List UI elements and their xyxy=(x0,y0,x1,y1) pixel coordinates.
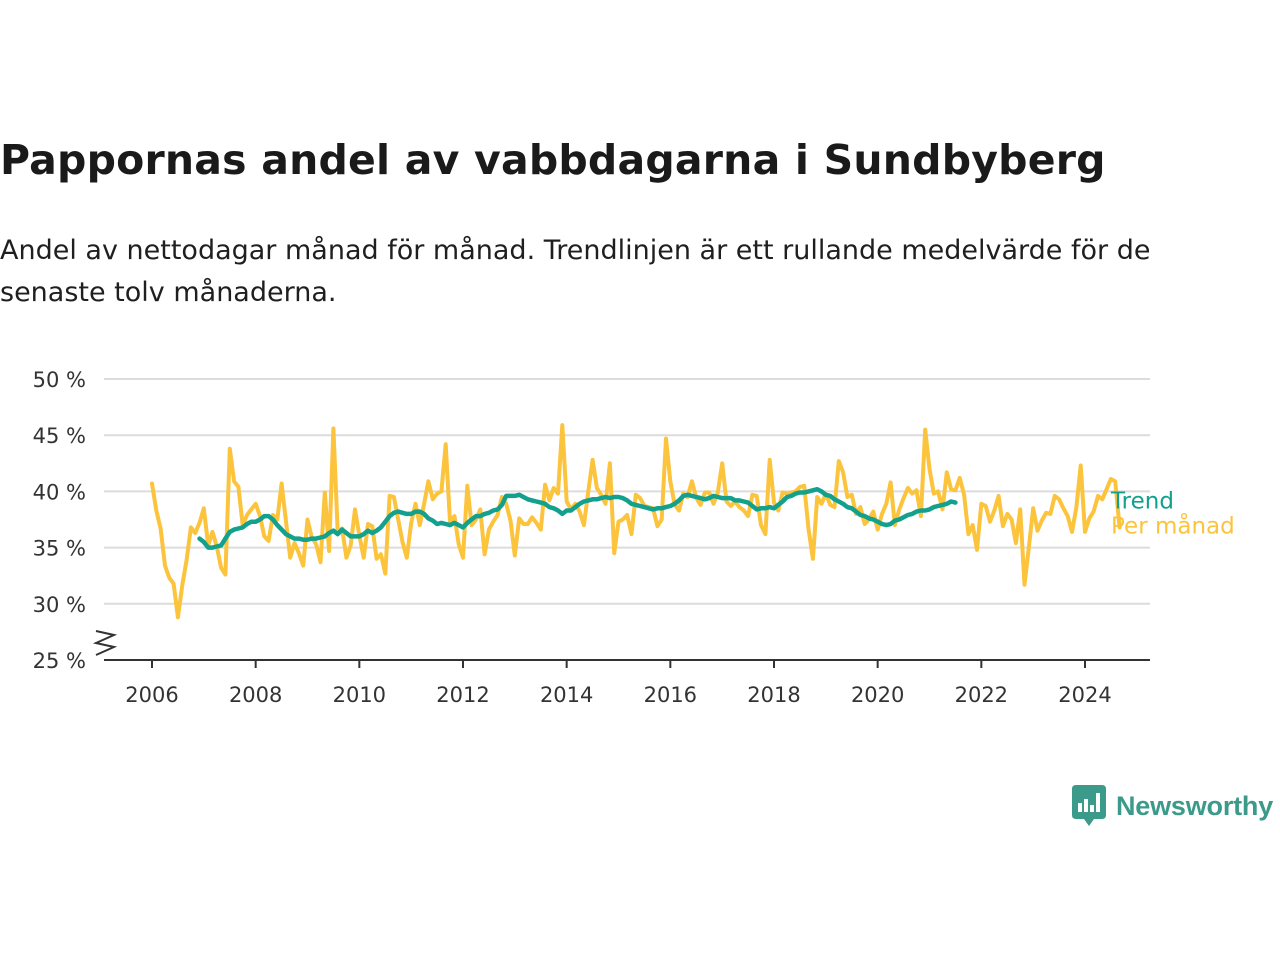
y-tick-label: 30 % xyxy=(33,593,86,617)
gridlines xyxy=(104,378,1150,605)
x-tick-label: 2008 xyxy=(229,683,282,707)
y-tick-label: 50 % xyxy=(33,368,86,392)
legend-label-trend: Trend xyxy=(1110,489,1174,515)
newsworthy-logo-icon xyxy=(1072,785,1106,826)
axis-break-mark xyxy=(92,630,118,656)
trend-line xyxy=(197,486,958,550)
x-tick-label: 2018 xyxy=(747,683,800,707)
brand-logo: Newsworthy xyxy=(1072,784,1273,828)
x-tick-label: 2020 xyxy=(851,683,904,707)
x-tick-label: 2010 xyxy=(333,683,386,707)
x-tick-label: 2022 xyxy=(955,683,1008,707)
line-chart: 25 % 30 % 35 % 40 % 45 % 50 % 2006 2008 2010 2012… xyxy=(33,368,1235,707)
monthly-line xyxy=(150,423,1122,620)
x-tick-label: 2006 xyxy=(125,683,178,707)
x-tick-label: 2024 xyxy=(1058,683,1111,707)
axes: 25 % 30 % 35 % 40 % 45 % 50 % 2006 2008 2010 2012… xyxy=(33,368,1150,707)
y-tick-label: 45 % xyxy=(33,424,86,448)
x-tick-label: 2016 xyxy=(644,683,697,707)
x-tick-label: 2012 xyxy=(436,683,489,707)
legend-label-monthly: Per månad xyxy=(1111,511,1235,539)
series-lines xyxy=(150,423,1122,620)
y-tick-label: 35 % xyxy=(33,537,86,561)
chart-title: Pappornas andel av vabbdagarna i Sundbyb… xyxy=(0,136,1106,184)
y-tick-label: 40 % xyxy=(33,480,86,504)
y-tick-label: 25 % xyxy=(33,649,86,673)
brand-name: Newsworthy xyxy=(1116,790,1274,821)
chart-subtitle: Andel av nettodagar månad för månad. Tre… xyxy=(0,235,1151,308)
x-tick-label: 2014 xyxy=(540,683,593,707)
